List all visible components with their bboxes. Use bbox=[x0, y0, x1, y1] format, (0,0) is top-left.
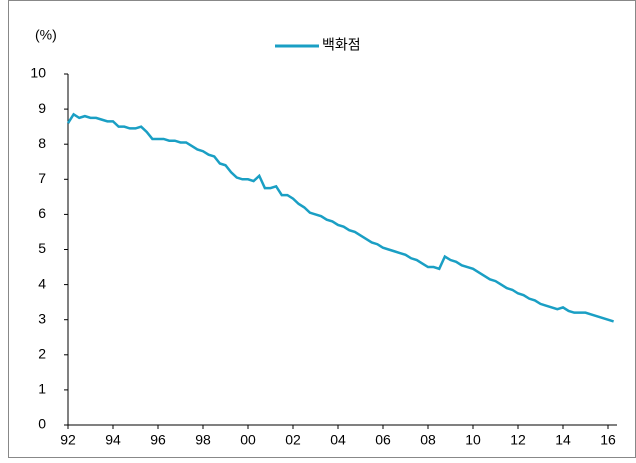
y-tick-label: 3 bbox=[38, 310, 46, 326]
x-tick-label: 96 bbox=[150, 432, 166, 448]
x-tick-label: 98 bbox=[195, 432, 211, 448]
y-tick-label: 9 bbox=[38, 100, 46, 116]
x-tick-label: 06 bbox=[375, 432, 391, 448]
y-tick-label: 0 bbox=[38, 416, 46, 432]
x-tick-label: 94 bbox=[105, 432, 121, 448]
x-tick-label: 00 bbox=[240, 432, 256, 448]
y-tick-label: 10 bbox=[30, 65, 46, 81]
y-tick-label: 4 bbox=[38, 275, 46, 291]
x-tick-label: 92 bbox=[60, 432, 76, 448]
y-axis-label: (%) bbox=[35, 27, 57, 43]
x-tick-label: 10 bbox=[465, 432, 481, 448]
x-tick-label: 02 bbox=[285, 432, 301, 448]
x-tick-label: 12 bbox=[510, 432, 526, 448]
y-tick-label: 2 bbox=[38, 346, 46, 362]
y-tick-label: 7 bbox=[38, 170, 46, 186]
x-tick-label: 16 bbox=[600, 432, 616, 448]
frame bbox=[8, 0, 636, 458]
x-tick-label: 04 bbox=[330, 432, 346, 448]
legend-label: 백화점 bbox=[322, 37, 361, 53]
y-tick-label: 5 bbox=[38, 240, 46, 256]
y-tick-label: 1 bbox=[38, 381, 46, 397]
data-line bbox=[66, 112, 614, 323]
y-tick-label: 6 bbox=[38, 205, 46, 221]
x-tick-label: 08 bbox=[420, 432, 436, 448]
y-tick-label: 8 bbox=[38, 135, 46, 151]
x-tick-label: 14 bbox=[555, 432, 571, 448]
